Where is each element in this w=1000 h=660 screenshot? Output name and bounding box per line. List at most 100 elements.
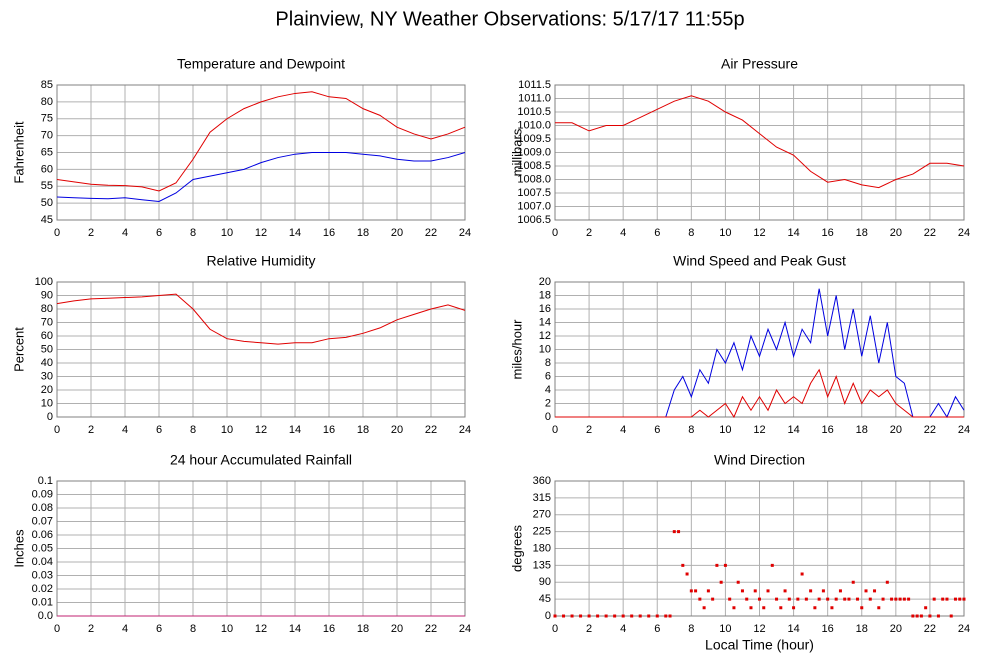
x-tick-label: 22: [425, 227, 437, 239]
y-tick-label: 0.01: [32, 596, 53, 608]
point: [851, 580, 855, 584]
x-tick-label: 12: [753, 623, 765, 635]
y-tick-label: 20: [539, 276, 551, 288]
x-tick-label: 12: [255, 623, 267, 635]
point: [579, 614, 583, 618]
point: [668, 614, 672, 618]
y-tick-label: 85: [41, 79, 53, 91]
point: [864, 589, 868, 593]
series-line: [555, 368, 964, 419]
point: [907, 597, 911, 601]
y-tick-label: 55: [41, 180, 53, 192]
x-tick-label: 4: [620, 623, 626, 635]
point: [834, 597, 838, 601]
point: [949, 614, 953, 618]
x-tick-label: 6: [654, 623, 660, 635]
point: [792, 606, 796, 610]
y-tick-label: 10: [539, 343, 551, 355]
panel-title: Wind Direction: [714, 452, 805, 468]
point: [740, 589, 744, 593]
y-axis-label: miles/hour: [509, 319, 524, 380]
x-tick-label: 0: [552, 227, 558, 239]
x-tick-label: 0: [54, 424, 60, 436]
y-tick-label: 80: [41, 303, 53, 315]
y-tick-label: 14: [539, 316, 551, 328]
point: [758, 597, 761, 601]
y-tick-label: 12: [539, 330, 551, 342]
series-line: [56, 152, 466, 202]
point: [953, 597, 957, 601]
x-tick-label: 18: [856, 623, 868, 635]
page-title: Plainview, NY Weather Observations: 5/17…: [275, 8, 744, 30]
y-tick-label: 0: [47, 411, 53, 423]
point: [762, 606, 766, 610]
y-tick-label: 0.05: [32, 542, 53, 554]
y-tick-label: 10: [41, 397, 53, 409]
y-tick-label: 90: [539, 576, 551, 588]
y-tick-label: 0.06: [32, 529, 53, 541]
y-tick-label: 20: [41, 384, 53, 396]
x-tick-label: 12: [753, 424, 765, 436]
point: [855, 597, 859, 601]
x-tick-label: 24: [459, 623, 471, 635]
point: [745, 597, 749, 601]
y-tick-label: 1009.0: [517, 146, 551, 158]
point: [843, 597, 847, 601]
series-line: [555, 95, 965, 189]
point: [830, 606, 834, 610]
point: [787, 597, 791, 601]
y-tick-label: 0.08: [32, 502, 53, 514]
point: [919, 614, 923, 618]
panel-title: 24 hour Accumulated Rainfall: [170, 452, 352, 468]
point: [723, 563, 727, 567]
point: [809, 589, 813, 593]
y-tick-label: 1008.5: [517, 160, 551, 172]
x-tick-label: 20: [890, 424, 902, 436]
y-tick-label: 1011.0: [518, 92, 551, 104]
point: [877, 606, 881, 610]
plot-frame: [554, 480, 965, 617]
x-tick-label: 18: [357, 424, 369, 436]
point: [732, 606, 736, 610]
x-tick-label: 6: [156, 623, 162, 635]
point: [783, 589, 787, 593]
point: [868, 597, 872, 601]
x-tick-label: 4: [122, 424, 128, 436]
point: [753, 589, 757, 593]
x-tick-label: 22: [924, 227, 936, 239]
x-tick-label: 4: [620, 424, 626, 436]
y-axis-label: millibars: [509, 128, 524, 176]
x-tick-label: 20: [391, 227, 403, 239]
x-tick-label: 20: [890, 227, 902, 239]
point: [821, 589, 825, 593]
point: [706, 589, 710, 593]
x-tick-label: 8: [688, 424, 694, 436]
y-tick-label: 70: [41, 130, 53, 142]
point: [817, 597, 821, 601]
point: [775, 597, 779, 601]
point: [553, 614, 557, 618]
x-tick-label: 0: [54, 623, 60, 635]
plot-frame: [56, 281, 466, 418]
y-tick-label: 135: [533, 559, 551, 571]
y-tick-label: 0.04: [32, 556, 53, 568]
y-tick-label: 1009.5: [517, 133, 551, 145]
x-tick-label: 12: [753, 227, 765, 239]
y-tick-label: 0.02: [32, 583, 53, 595]
point: [685, 572, 689, 576]
x-tick-label: 18: [856, 227, 868, 239]
x-tick-label: 6: [654, 424, 660, 436]
point: [962, 597, 966, 601]
x-tick-label: 2: [586, 424, 592, 436]
point: [838, 589, 842, 593]
y-tick-label: 40: [41, 357, 53, 369]
point: [885, 580, 889, 584]
point: [770, 563, 774, 567]
y-tick-label: 50: [41, 343, 53, 355]
y-tick-label: 6: [545, 370, 551, 382]
x-tick-label: 18: [856, 424, 868, 436]
x-tick-label: 10: [719, 227, 731, 239]
y-tick-label: 0: [545, 610, 551, 622]
